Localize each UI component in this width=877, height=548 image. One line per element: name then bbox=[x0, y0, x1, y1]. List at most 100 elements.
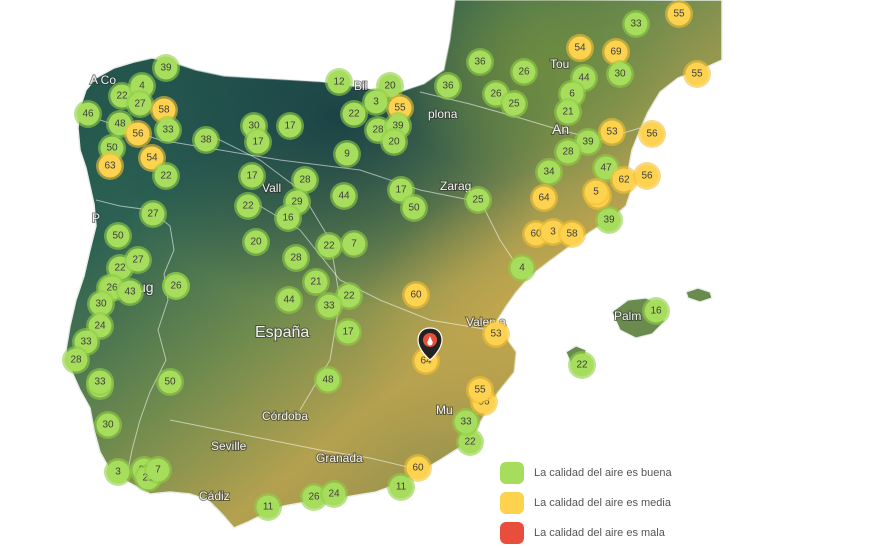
station-marker-m67[interactable]: 21 bbox=[302, 268, 330, 296]
station-marker-m44[interactable]: 28 bbox=[554, 138, 582, 166]
station-marker-value: 33 bbox=[162, 125, 174, 136]
station-marker-m66[interactable]: 27 bbox=[124, 246, 152, 274]
station-marker-m9[interactable]: 33 bbox=[154, 116, 182, 144]
station-marker-m88[interactable]: 28 bbox=[62, 346, 90, 374]
station-marker-circle bbox=[336, 320, 360, 344]
station-marker-m19[interactable]: 22 bbox=[340, 100, 368, 128]
station-marker-m54[interactable]: 22 bbox=[234, 192, 262, 220]
station-marker-m101[interactable]: 7 bbox=[144, 456, 172, 484]
station-marker-value: 17 bbox=[252, 137, 264, 148]
station-marker-m33[interactable]: 55 bbox=[665, 0, 693, 28]
station-marker-m59[interactable]: 50 bbox=[400, 194, 428, 222]
station-marker-m95[interactable]: 30 bbox=[94, 411, 122, 439]
station-marker-m46[interactable]: 34 bbox=[535, 158, 563, 186]
station-marker-circle bbox=[468, 50, 492, 74]
station-marker-m64[interactable]: 28 bbox=[282, 244, 310, 272]
station-marker-m13[interactable]: 22 bbox=[152, 162, 180, 190]
station-marker-m37[interactable]: 30 bbox=[606, 60, 634, 88]
selected-station-pin[interactable] bbox=[417, 327, 443, 361]
station-marker-m25[interactable]: 20 bbox=[380, 128, 408, 156]
station-marker-m84[interactable]: 53 bbox=[482, 320, 510, 348]
station-marker-circle bbox=[106, 460, 130, 484]
station-marker-m27[interactable]: 36 bbox=[434, 72, 462, 100]
station-marker-m56[interactable]: 16 bbox=[274, 204, 302, 232]
legend-label-good: La calidad del aire es buena bbox=[534, 467, 672, 479]
station-marker-value: 20 bbox=[384, 81, 396, 92]
station-marker-m41[interactable]: 53 bbox=[598, 118, 626, 146]
station-marker-m42[interactable]: 56 bbox=[638, 120, 666, 148]
station-marker-value: 33 bbox=[80, 337, 92, 348]
station-marker-value: 30 bbox=[102, 420, 114, 431]
station-marker-m69[interactable]: 22 bbox=[335, 282, 363, 310]
station-marker-m60[interactable]: 25 bbox=[464, 186, 492, 214]
station-marker-m61[interactable]: 27 bbox=[139, 200, 167, 228]
station-marker-m32[interactable]: 33 bbox=[622, 10, 650, 38]
station-marker-m49[interactable]: 64 bbox=[530, 184, 558, 212]
station-marker-m75[interactable]: 44 bbox=[275, 286, 303, 314]
station-marker-m63[interactable]: 20 bbox=[242, 228, 270, 256]
station-marker-m103[interactable]: 11 bbox=[387, 473, 415, 501]
station-marker-m82[interactable]: 58 bbox=[558, 220, 586, 248]
station-marker-value: 25 bbox=[508, 99, 520, 110]
station-marker-m18[interactable]: 12 bbox=[325, 68, 353, 96]
station-marker-m108[interactable]: 55 bbox=[466, 376, 494, 404]
city-label-espana: España bbox=[255, 324, 309, 341]
station-marker-m51[interactable]: 39 bbox=[595, 206, 623, 234]
station-marker-m38[interactable]: 55 bbox=[683, 60, 711, 88]
station-marker-m8[interactable]: 56 bbox=[124, 120, 152, 148]
station-marker-m16[interactable]: 17 bbox=[244, 128, 272, 156]
station-marker-m102[interactable]: 60 bbox=[404, 454, 432, 482]
station-marker-m77[interactable]: 17 bbox=[334, 318, 362, 346]
station-marker-m110[interactable]: 33 bbox=[86, 368, 114, 396]
station-marker-m78[interactable]: 7 bbox=[340, 230, 368, 258]
station-marker-m31[interactable]: 25 bbox=[500, 90, 528, 118]
station-marker-m34[interactable]: 54 bbox=[566, 34, 594, 62]
station-marker-m2[interactable]: 46 bbox=[74, 100, 102, 128]
station-marker-m26[interactable]: 9 bbox=[333, 140, 361, 168]
station-marker-m76[interactable]: 33 bbox=[315, 292, 343, 320]
station-marker-value: 20 bbox=[388, 137, 400, 148]
station-marker-circle bbox=[302, 485, 326, 509]
station-marker-m35[interactable]: 69 bbox=[602, 38, 630, 66]
station-marker-value: 48 bbox=[322, 375, 334, 386]
station-marker-circle bbox=[436, 74, 460, 98]
station-marker-m90[interactable]: 50 bbox=[156, 368, 184, 396]
station-marker-m48[interactable]: 56 bbox=[633, 162, 661, 190]
station-marker-m28[interactable]: 36 bbox=[466, 48, 494, 76]
station-marker-value: 39 bbox=[392, 121, 404, 132]
fire-location-pin-icon[interactable] bbox=[417, 327, 443, 361]
station-marker-m105[interactable]: 24 bbox=[320, 480, 348, 508]
station-marker-m62[interactable]: 50 bbox=[104, 222, 132, 250]
station-marker-m14[interactable]: 38 bbox=[192, 126, 220, 154]
station-marker-m73[interactable]: 43 bbox=[116, 278, 144, 306]
station-marker-m107[interactable]: 33 bbox=[452, 408, 480, 436]
station-marker-m47[interactable]: 62 bbox=[610, 166, 638, 194]
station-marker-m91[interactable]: 48 bbox=[314, 366, 342, 394]
station-marker-m74[interactable]: 26 bbox=[162, 272, 190, 300]
station-marker-m1[interactable]: 39 bbox=[152, 54, 180, 82]
station-marker-m85[interactable]: 30 bbox=[87, 290, 115, 318]
station-marker-m98[interactable]: 3 bbox=[104, 458, 132, 486]
station-marker-m40[interactable]: 21 bbox=[554, 98, 582, 126]
station-marker-m29[interactable]: 26 bbox=[510, 58, 538, 86]
station-marker-m83[interactable]: 4 bbox=[508, 254, 536, 282]
station-marker-m79[interactable]: 60 bbox=[402, 281, 430, 309]
station-marker-m109[interactable]: 5 bbox=[582, 178, 610, 206]
station-marker-m22[interactable]: 3 bbox=[362, 88, 390, 116]
station-marker-m106[interactable]: 11 bbox=[254, 493, 282, 521]
station-marker-m53[interactable]: 28 bbox=[291, 166, 319, 194]
station-marker-m57[interactable]: 44 bbox=[330, 182, 358, 210]
station-marker-m12[interactable]: 63 bbox=[96, 152, 124, 180]
station-marker-m52[interactable]: 17 bbox=[238, 162, 266, 190]
station-marker-m55[interactable]: 29 bbox=[283, 188, 311, 216]
station-marker-circle bbox=[640, 122, 664, 146]
station-marker-m5[interactable]: 27 bbox=[126, 90, 154, 118]
station-marker-m94[interactable]: 22 bbox=[568, 351, 596, 379]
station-marker-m17[interactable]: 17 bbox=[276, 112, 304, 140]
station-marker-m93[interactable]: 16 bbox=[642, 297, 670, 325]
legend-swatch-good bbox=[500, 462, 524, 484]
station-marker-m71[interactable]: 22 bbox=[315, 232, 343, 260]
